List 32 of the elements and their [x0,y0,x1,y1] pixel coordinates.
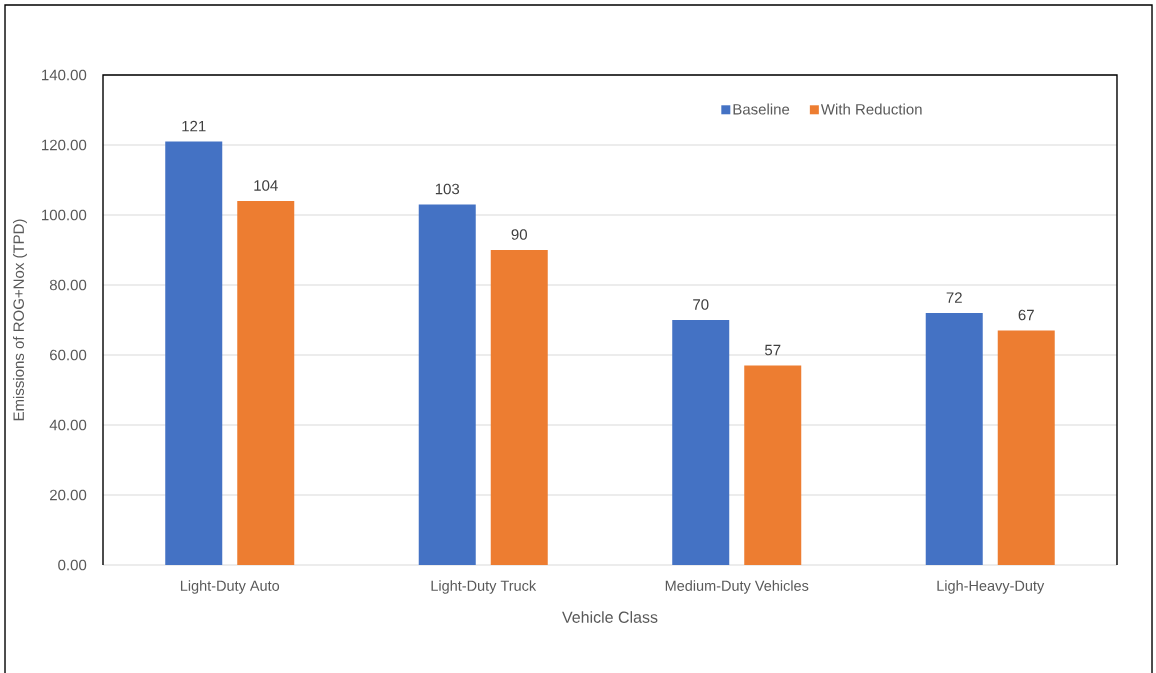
y-axis-title: Emissions of ROG+Nox (TPD) [12,219,27,421]
data-label: 67 [1018,309,1034,321]
x-tick-label: Light-Duty Truck [431,580,537,594]
y-tick-label: 20.00 [50,489,87,501]
x-tick-label: Medium-Duty Vehicles [665,580,809,594]
legend-label: With Reduction [820,103,922,115]
data-label: 57 [765,344,781,356]
y-tick-label: 120.00 [42,139,87,151]
bar [744,365,802,565]
data-label: 121 [182,120,206,132]
data-label: 90 [511,229,527,240]
bar [418,204,476,565]
data-label: 103 [435,183,460,195]
bar [490,250,548,565]
bar [672,320,730,565]
x-tick-label: Ligh-Heavy-Duty [937,580,1045,594]
bar [165,141,223,565]
data-label: 72 [946,292,962,303]
bar [237,201,295,565]
bar [925,313,983,565]
data-label: 104 [254,180,278,191]
legend-label: Baseline [733,103,790,115]
y-tick-label: 0.00 [58,559,87,571]
x-tick-label: Light-Duty Auto [180,580,280,594]
y-tick-label: 80.00 [49,279,87,291]
bar [997,330,1055,565]
y-tick-label: 60.00 [50,349,87,361]
y-tick-label: 100.00 [42,209,87,221]
data-label: 70 [693,299,709,310]
y-tick-label: 40.00 [49,419,87,431]
x-axis-title: Vehicle Class [562,611,658,623]
y-tick-label: 140.00 [42,69,87,81]
